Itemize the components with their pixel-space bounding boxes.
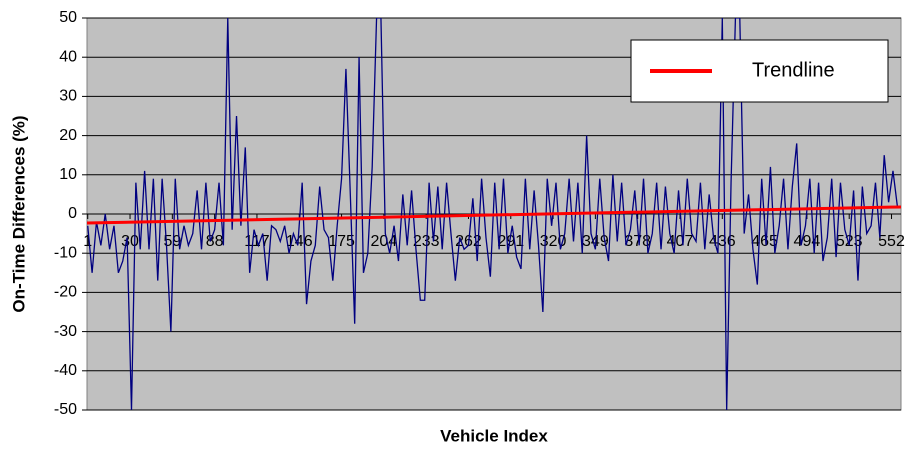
x-tick-label: 1 bbox=[83, 233, 92, 250]
x-tick-label: 204 bbox=[371, 233, 398, 250]
x-tick-label: 175 bbox=[328, 233, 355, 250]
x-tick-label: 291 bbox=[497, 233, 524, 250]
y-tick-label: -30 bbox=[54, 323, 77, 340]
data-line bbox=[87, 18, 898, 410]
x-tick-label: 30 bbox=[121, 233, 139, 250]
y-tick-label: 10 bbox=[59, 166, 77, 183]
y-tick-label: -20 bbox=[54, 284, 77, 301]
y-tick-label: 30 bbox=[59, 88, 77, 105]
y-tick-label: -10 bbox=[54, 244, 77, 261]
x-tick-label: 465 bbox=[751, 233, 778, 250]
x-tick-label: 378 bbox=[624, 233, 651, 250]
y-tick-label: -50 bbox=[54, 401, 77, 418]
y-tick-label: 20 bbox=[59, 127, 77, 144]
x-tick-label: 59 bbox=[163, 233, 181, 250]
y-tick-label: 0 bbox=[68, 205, 77, 222]
y-tick-label: -40 bbox=[54, 362, 77, 379]
series-group bbox=[87, 18, 901, 410]
trendline bbox=[87, 205, 901, 225]
y-tick-label: 40 bbox=[59, 48, 77, 65]
legend-label: Trendline bbox=[752, 59, 835, 81]
x-axis-title: Vehicle Index bbox=[440, 426, 548, 445]
x-tick-label: 552 bbox=[878, 233, 905, 250]
x-tick-label: 494 bbox=[794, 233, 821, 250]
x-tick-label: 88 bbox=[206, 233, 224, 250]
y-axis-title: On-Time Differences (%) bbox=[9, 115, 28, 312]
x-tick-label: 407 bbox=[667, 233, 694, 250]
y-tick-label: 50 bbox=[59, 9, 77, 26]
